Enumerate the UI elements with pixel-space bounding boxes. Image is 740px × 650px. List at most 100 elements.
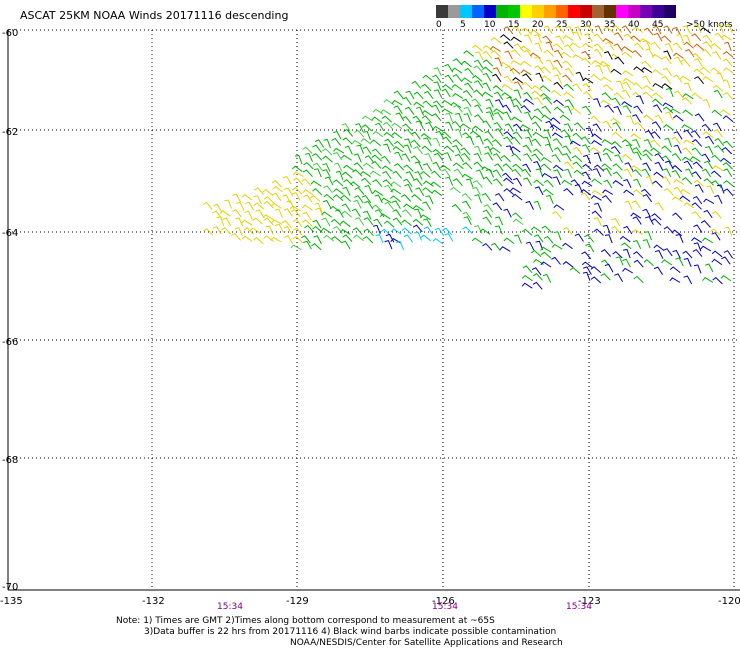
wind-barb	[582, 171, 591, 181]
wind-barb	[581, 144, 591, 153]
wind-barb	[612, 25, 623, 33]
wind-barb	[582, 77, 594, 84]
wind-barb	[354, 217, 365, 226]
wind-barb	[362, 146, 372, 155]
wind-barb	[652, 82, 664, 89]
wind-barb	[654, 161, 664, 171]
wind-barb	[532, 281, 543, 290]
wind-barb	[313, 168, 322, 178]
wind-barb	[669, 108, 681, 114]
wind-barb	[581, 136, 591, 145]
wind-barb	[213, 203, 223, 213]
wind-barb	[723, 91, 734, 100]
wind-barb	[593, 98, 601, 108]
wind-barb	[482, 242, 493, 251]
wind-barb	[642, 149, 653, 157]
wind-barb	[633, 151, 642, 161]
wind-barb	[652, 69, 663, 76]
wind-barb	[669, 277, 681, 283]
wind-barb	[652, 92, 664, 100]
wind-barb	[303, 194, 313, 203]
wind-barb	[530, 29, 542, 37]
wind-barb	[722, 115, 734, 123]
wind-barb	[673, 179, 685, 186]
wind-barb	[453, 168, 464, 177]
wind-barb	[374, 194, 383, 204]
wind-barb	[494, 163, 504, 172]
wind-barb	[519, 124, 531, 130]
wind-barb	[672, 212, 683, 220]
note-line: Note: 1) Times are GMT 2)Times along bot…	[116, 616, 495, 626]
wind-barb	[582, 42, 594, 49]
wind-barb	[650, 131, 661, 140]
wind-barb	[562, 145, 572, 154]
wind-barb	[393, 90, 404, 99]
wind-barb	[610, 145, 621, 155]
wind-barb	[464, 82, 474, 91]
wind-barb	[700, 245, 712, 252]
wind-barb	[604, 234, 613, 244]
wind-barb	[512, 77, 523, 84]
wind-barb	[322, 199, 332, 209]
wind-barb	[700, 220, 711, 228]
wind-barb	[684, 48, 695, 58]
wind-barb	[542, 35, 553, 44]
wind-barb	[572, 54, 584, 60]
wind-barb	[672, 26, 682, 36]
wind-barb	[381, 115, 393, 123]
wind-barb	[632, 26, 644, 33]
wind-barb	[495, 99, 504, 108]
wind-barb	[301, 204, 313, 211]
wind-barb	[522, 73, 533, 82]
wind-barb	[625, 144, 634, 154]
wind-barb	[401, 194, 412, 202]
wind-barb	[272, 185, 284, 193]
wind-barb	[460, 152, 471, 161]
wind-barb	[510, 136, 521, 145]
wind-barb	[612, 121, 622, 131]
scale-label: 20	[532, 20, 544, 30]
wind-barb	[621, 139, 633, 147]
wind-barb	[292, 187, 303, 195]
wind-barb	[702, 99, 711, 109]
wind-barb	[334, 162, 343, 172]
wind-barb	[341, 171, 353, 179]
wind-barb	[662, 67, 673, 76]
wind-barb	[622, 105, 632, 114]
wind-barb	[234, 227, 243, 237]
wind-barb	[611, 217, 621, 227]
wind-barb	[612, 251, 623, 259]
wind-barb	[442, 84, 453, 91]
wind-barb	[701, 153, 711, 163]
wind-barb	[703, 198, 715, 205]
wind-barb	[512, 98, 522, 107]
wind-barb	[693, 224, 703, 233]
wind-barb	[561, 179, 573, 186]
graticule	[8, 29, 740, 590]
wind-barb	[574, 184, 583, 194]
wind-barb	[613, 106, 622, 116]
wind-barb	[521, 81, 533, 90]
wind-barb	[723, 67, 734, 74]
wind-barb	[720, 157, 732, 165]
wind-barb	[711, 232, 721, 241]
wind-barb	[540, 66, 551, 74]
wind-barb	[432, 100, 443, 109]
wind-barb	[303, 240, 312, 250]
wind-barb	[499, 246, 511, 252]
wind-barb	[693, 43, 705, 51]
wind-barb	[623, 33, 635, 42]
wind-barb	[555, 35, 565, 44]
wind-barb	[541, 225, 552, 233]
wind-barb	[390, 195, 401, 202]
wind-barb	[723, 188, 734, 197]
wind-barb	[321, 217, 331, 227]
wind-barb	[289, 205, 301, 212]
wind-barb	[339, 220, 351, 228]
wind-barb	[574, 233, 584, 242]
wind-barb	[702, 277, 714, 283]
wind-barb	[520, 105, 531, 113]
wind-barb	[485, 111, 494, 121]
wind-barb	[533, 200, 542, 210]
wind-barb	[315, 207, 324, 217]
